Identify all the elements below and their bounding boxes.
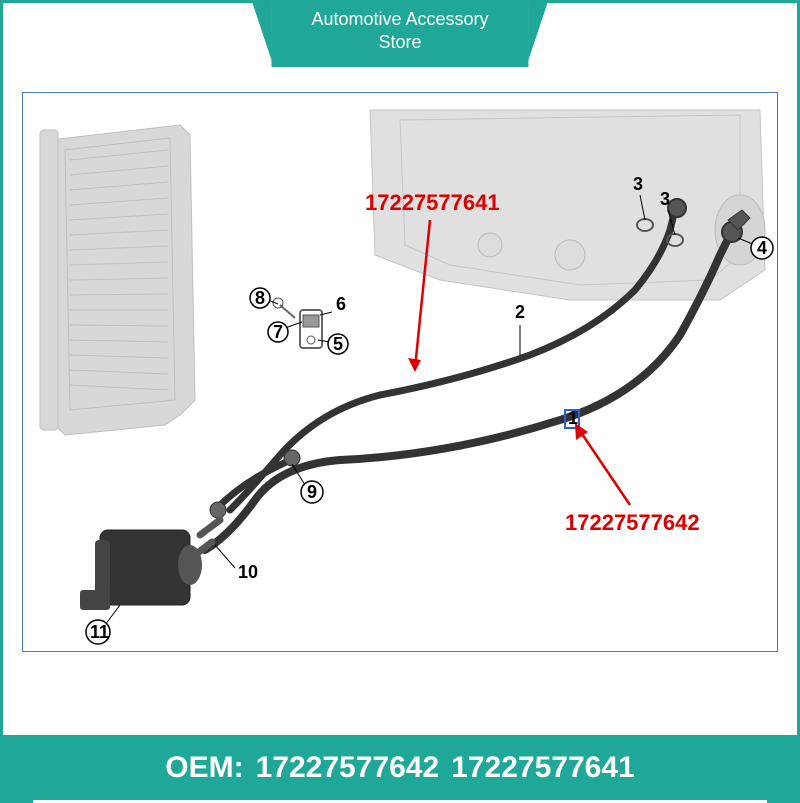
- corner-tl: [0, 0, 33, 33]
- radiator-ghost: [40, 125, 195, 435]
- callout-8: 8: [255, 288, 265, 308]
- arrow-bottom: [575, 423, 630, 505]
- store-banner: Automotive Accessory Store: [271, 0, 528, 67]
- callout-1: 1: [568, 408, 578, 428]
- banner-line2: Store: [378, 32, 421, 52]
- callout-5: 5: [333, 334, 343, 354]
- callout-3a: 3: [633, 174, 643, 194]
- callout-4: 4: [757, 238, 767, 258]
- reservoir-ghost: [80, 530, 202, 610]
- callout-6: 6: [336, 294, 346, 314]
- oem-num1: 17227577642: [256, 751, 440, 785]
- callout-10: 10: [238, 562, 258, 582]
- oem-bar: OEM: 17227577642 17227577641: [0, 735, 800, 800]
- callout-2: 2: [515, 302, 525, 322]
- red-label-bottom: 17227577642: [565, 510, 700, 535]
- corner-tr: [767, 0, 800, 33]
- callout-3b: 3: [660, 189, 670, 209]
- oem-num2: 17227577641: [451, 751, 635, 785]
- red-label-top: 17227577641: [365, 190, 500, 215]
- callout-7: 7: [273, 322, 283, 342]
- oem-prefix: OEM:: [165, 751, 243, 785]
- callout-9: 9: [307, 482, 317, 502]
- banner-line1: Automotive Accessory: [311, 9, 488, 29]
- parts-diagram: 17227577641 17227577642 2 3 3 4 1 5 6 7 …: [20, 90, 780, 690]
- callout-11: 11: [90, 622, 109, 642]
